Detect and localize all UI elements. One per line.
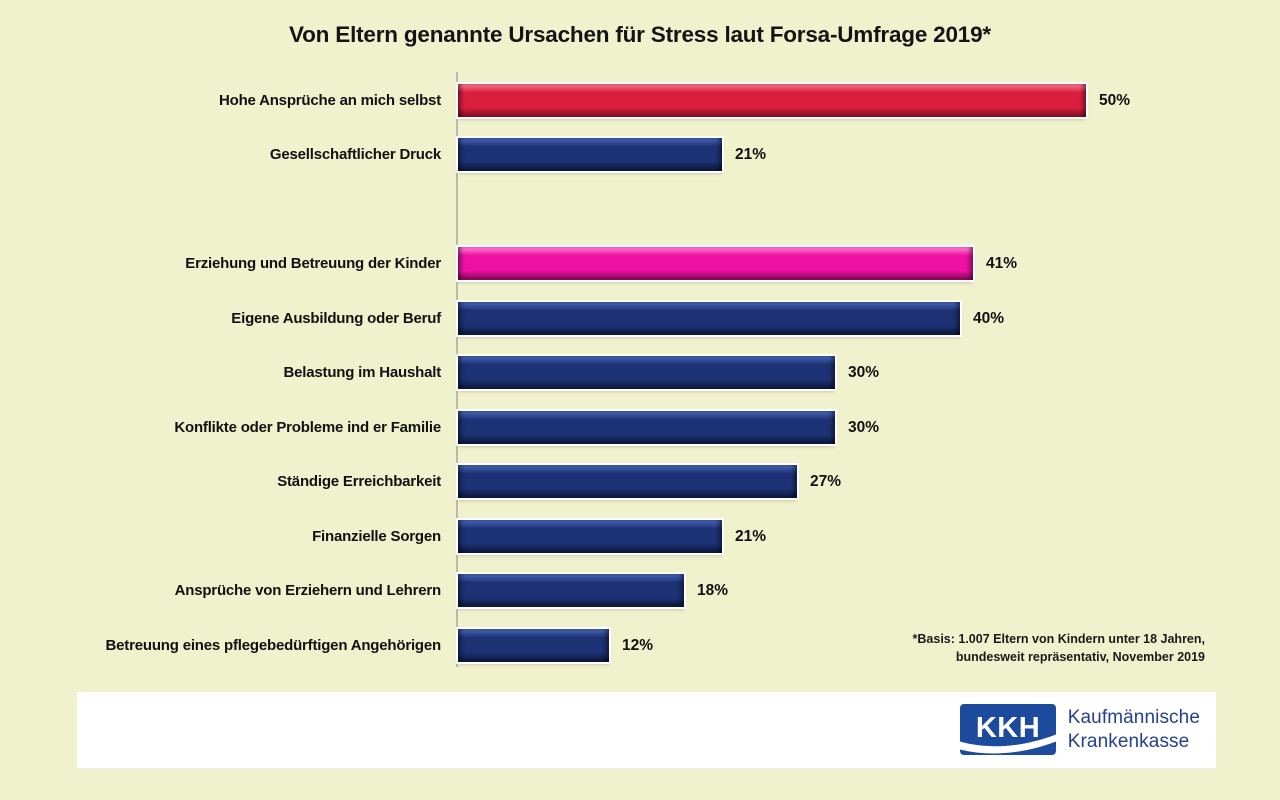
bar-label: Hohe Ansprüche an mich selbst xyxy=(218,91,441,109)
bar-navy xyxy=(458,465,797,499)
bar-navy xyxy=(458,301,960,335)
bar-label: Betreuung eines pflegebedürftigen Angehö… xyxy=(105,636,442,654)
bar-label: Gesellschaftlicher Druck xyxy=(269,146,441,164)
bar-value: 27% xyxy=(810,473,842,491)
bar-row: Ansprüche von Erziehern und Lehrern 18% xyxy=(0,574,1280,608)
bar-row: Belastung im Haushalt 30% xyxy=(0,356,1280,390)
bar-row: Finanzielle Sorgen 21% xyxy=(0,519,1280,553)
page-title: Von Eltern genannte Ursachen für Stress … xyxy=(289,22,991,47)
bar-navy xyxy=(458,138,722,172)
bar-navy xyxy=(458,356,835,390)
bar-label: Belastung im Haushalt xyxy=(283,364,442,382)
bar-label: Ständige Erreichbarkeit xyxy=(277,473,441,491)
footer-strip: KKH Kaufmännische Krankenkasse xyxy=(77,692,1216,769)
bar-value: 50% xyxy=(1099,91,1131,109)
bar-row: Gesellschaftlicher Druck 21% xyxy=(0,138,1280,172)
bar-label: Eigene Ausbildung oder Beruf xyxy=(231,309,441,327)
bar-label: Konflikte oder Probleme ind er Familie xyxy=(174,418,441,436)
bar-label: Ansprüche von Erziehern und Lehrern xyxy=(174,582,442,600)
bar-navy xyxy=(458,519,722,553)
bar-value: 30% xyxy=(848,364,880,382)
brand-line-2: Krankenkasse xyxy=(1067,730,1190,752)
footnote: *Basis: 1.007 Eltern von Kindern unter 1… xyxy=(913,630,1205,666)
footnote-line-2: bundesweit repräsentativ, November 2019 xyxy=(955,650,1205,665)
bar-value: 41% xyxy=(986,255,1018,273)
bar-pink xyxy=(458,247,973,281)
kkh-logo-icon: KKH xyxy=(959,704,1056,755)
footnote-line-1: *Basis: 1.007 Eltern von Kindern unter 1… xyxy=(912,632,1205,646)
bar-value: 21% xyxy=(735,146,767,164)
bar-value: 21% xyxy=(735,527,767,545)
bar-value: 40% xyxy=(973,309,1005,327)
bar-row: Betreuung eines pflegebedürftigen Angehö… xyxy=(0,628,1280,662)
footer-brand: KKH Kaufmännische Krankenkasse xyxy=(959,704,1200,755)
bar-row: Ständige Erreichbarkeit 27% xyxy=(0,465,1280,499)
bar-value: 30% xyxy=(848,418,880,436)
bar-value: 18% xyxy=(697,582,729,600)
bar-row: Erziehung und Betreuung der Kinder 41% xyxy=(0,247,1280,281)
bar-row: Hohe Ansprüche an mich selbst 50% xyxy=(0,83,1280,117)
bar-navy xyxy=(458,410,835,444)
bar-navy xyxy=(458,628,609,662)
bar-label: Erziehung und Betreuung der Kinder xyxy=(185,255,441,273)
bar-row: Konflikte oder Probleme ind er Familie 30… xyxy=(0,410,1280,444)
bar-row: Eigene Ausbildung oder Beruf 40% xyxy=(0,301,1280,335)
axis-baseline xyxy=(456,72,458,667)
brand-text: Kaufmännische Krankenkasse xyxy=(1068,706,1200,754)
bar-navy xyxy=(458,574,684,608)
brand-line-1: Kaufmännische xyxy=(1067,706,1200,728)
bar-label: Finanzielle Sorgen xyxy=(312,527,441,545)
bar-red xyxy=(458,83,1086,117)
bar-value: 12% xyxy=(622,636,654,654)
svg-text:KKH: KKH xyxy=(976,712,1040,744)
